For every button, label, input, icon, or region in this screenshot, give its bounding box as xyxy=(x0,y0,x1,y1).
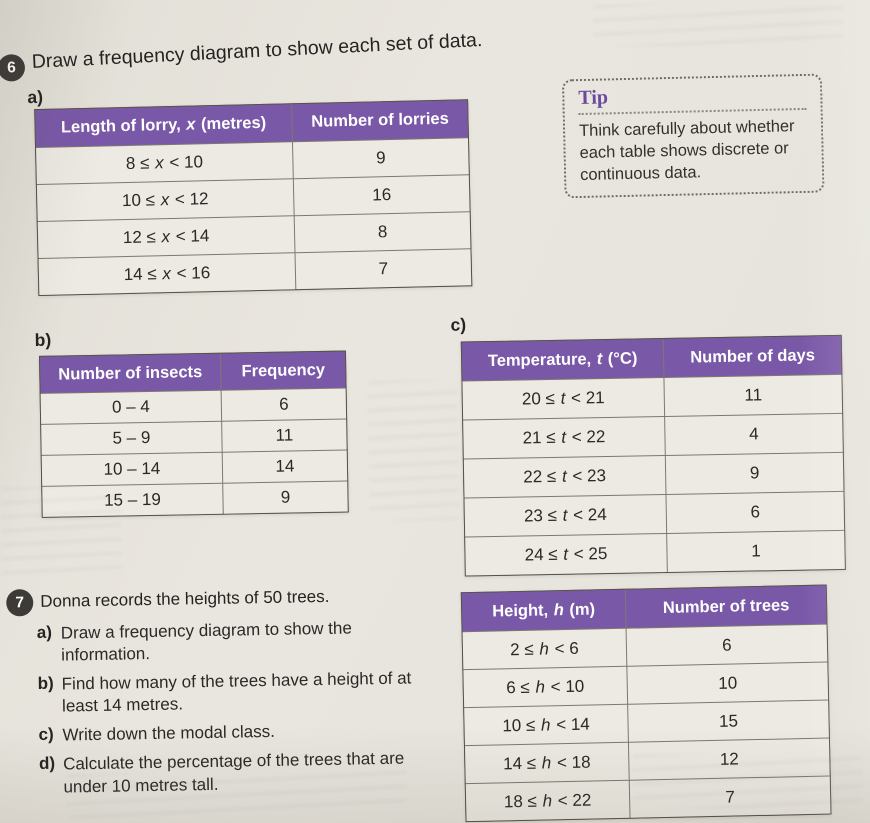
range-cell: 10 – 14 xyxy=(41,452,223,486)
range-cell: 5 – 9 xyxy=(41,421,222,455)
value-cell: 1 xyxy=(667,530,845,572)
question-number: 7 xyxy=(15,593,25,611)
question-6-title: Draw a frequency diagram to show each se… xyxy=(31,28,483,73)
range-cell: 21 ≤ t < 22 xyxy=(463,417,665,459)
tip-title: Tip xyxy=(578,81,807,116)
value-cell: 11 xyxy=(222,419,347,452)
value-cell: 10 xyxy=(627,662,829,704)
list-item: b) Find how many of the trees have a hei… xyxy=(38,667,439,718)
value-cell: 14 xyxy=(222,450,348,483)
range-cell: 20 ≤ t < 21 xyxy=(462,378,665,420)
item-label: b) xyxy=(37,673,54,694)
column-header-number-of-trees: Number of trees xyxy=(625,585,827,628)
part-c-label: c) xyxy=(450,314,467,335)
item-text: Find how many of the trees have a height… xyxy=(61,668,412,716)
value-cell: 9 xyxy=(292,138,469,179)
range-cell: 10 ≤ x < 12 xyxy=(36,179,294,222)
column-header-frequency: Frequency xyxy=(220,351,346,390)
question-number: 6 xyxy=(6,58,16,76)
value-cell: 8 xyxy=(294,212,471,253)
value-cell: 6 xyxy=(626,624,828,666)
table-temperature: Temperature, t (°C) Number of days 20 ≤ … xyxy=(460,334,846,577)
value-cell: 9 xyxy=(665,452,844,494)
item-label: a) xyxy=(36,622,53,642)
question-7-intro: Donna records the heights of 50 trees. xyxy=(40,586,330,611)
page-showthrough-smudge xyxy=(367,379,460,522)
table-trees: Height, h (m) Number of trees 2 ≤ h < 6 … xyxy=(460,584,832,823)
range-cell: 8 ≤ x < 10 xyxy=(36,142,293,185)
column-header-number-of-lorries: Number of lorries xyxy=(292,100,468,142)
range-cell: 12 ≤ x < 14 xyxy=(37,216,295,259)
range-cell: 2 ≤ h < 6 xyxy=(462,628,627,670)
question-7-badge: 7 xyxy=(6,589,34,617)
range-cell: 14 ≤ h < 18 xyxy=(464,742,629,784)
list-item: c) Write down the modal class. xyxy=(38,718,438,747)
tip-box: Tip Think carefully about whether each t… xyxy=(561,73,825,199)
column-header-number-of-insects: Number of insects xyxy=(39,353,221,393)
column-header-temperature: Temperature, t (°C) xyxy=(461,339,664,381)
value-cell: 6 xyxy=(221,388,347,421)
column-header-height: Height, h (m) xyxy=(461,589,626,632)
range-cell: 6 ≤ h < 10 xyxy=(463,666,628,708)
range-cell: 15 – 19 xyxy=(42,483,223,517)
value-cell: 7 xyxy=(629,776,831,818)
question-6-badge: 6 xyxy=(0,54,26,82)
item-label: c) xyxy=(38,725,54,745)
value-cell: 15 xyxy=(628,700,829,742)
range-cell: 23 ≤ t < 24 xyxy=(464,494,667,537)
column-header-number-of-days: Number of days xyxy=(663,335,842,377)
table-lorries: Length of lorry, x (metres) Number of lo… xyxy=(34,99,473,297)
value-cell: 11 xyxy=(664,374,843,416)
table-insects: Number of insects Frequency 0 – 4 6 5 – … xyxy=(38,350,349,518)
tip-text: Think carefully about whether each table… xyxy=(578,117,795,184)
value-cell: 9 xyxy=(223,481,348,514)
item-text: Write down the modal class. xyxy=(62,722,276,745)
range-cell: 14 ≤ x < 16 xyxy=(38,253,296,296)
column-header-lorry-length: Length of lorry, x (metres) xyxy=(35,104,292,148)
range-cell: 22 ≤ t < 23 xyxy=(463,455,666,498)
value-cell: 6 xyxy=(666,491,845,533)
range-cell: 18 ≤ h < 22 xyxy=(465,780,630,822)
list-item: d) Calculate the percentage of the trees… xyxy=(39,747,440,798)
value-cell: 12 xyxy=(628,738,830,780)
item-text: Calculate the percentage of the trees th… xyxy=(62,749,405,797)
range-cell: 24 ≤ t < 25 xyxy=(465,533,667,576)
question-7-items: a) Draw a frequency diagram to show the … xyxy=(37,616,440,806)
item-text: Draw a frequency diagram to show the inf… xyxy=(60,618,352,665)
page-showthrough-smudge xyxy=(592,0,844,48)
range-cell: 0 – 4 xyxy=(40,390,222,424)
value-cell: 7 xyxy=(295,249,472,290)
value-cell: 16 xyxy=(293,175,470,216)
value-cell: 4 xyxy=(665,413,843,455)
item-label: d) xyxy=(38,754,56,774)
part-b-label: b) xyxy=(34,329,52,350)
part-a-label: a) xyxy=(27,86,44,108)
range-cell: 10 ≤ h < 14 xyxy=(464,704,628,746)
list-item: a) Draw a frequency diagram to show the … xyxy=(37,616,438,667)
